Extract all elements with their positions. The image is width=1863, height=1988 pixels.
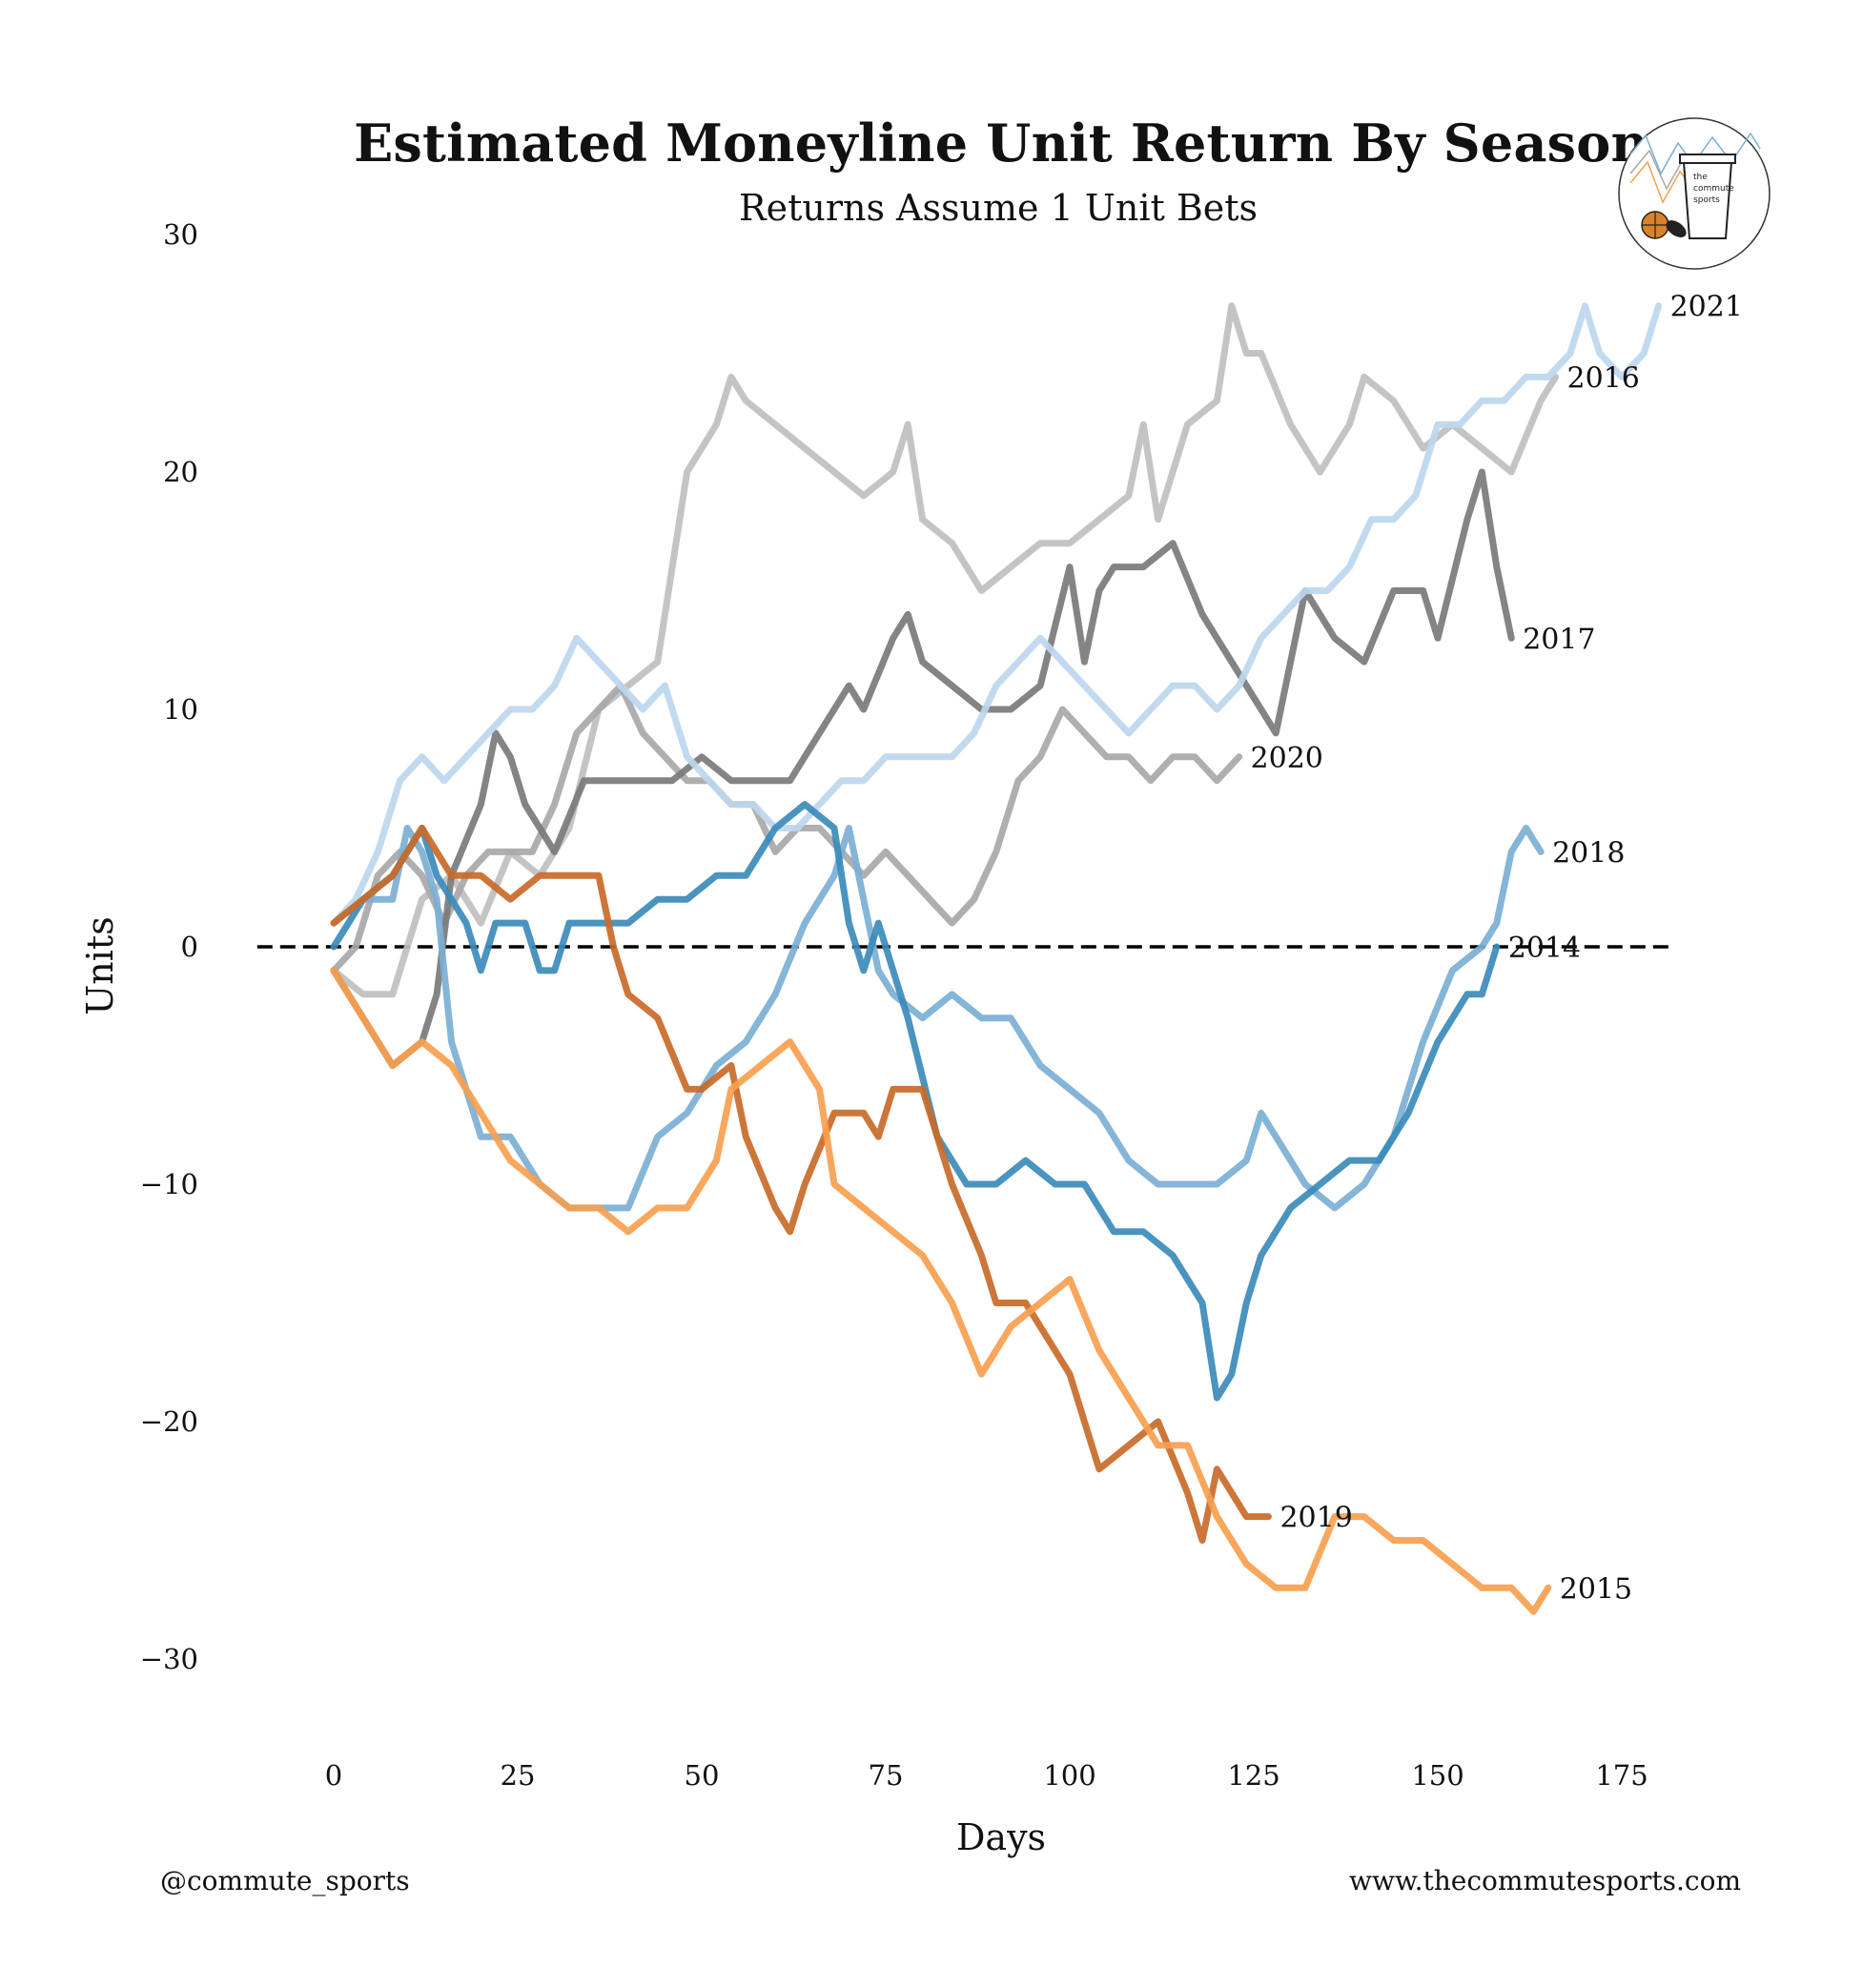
y-tick-label: −20 (140, 1405, 198, 1438)
series-layer (330, 302, 1663, 1615)
y-tick: 0 (181, 931, 198, 963)
y-tick-label: −30 (140, 1643, 198, 1675)
footer-website: www.thecommutesports.com (1349, 1865, 1741, 1896)
x-tick: 175 (1595, 1759, 1648, 1792)
y-tick: −30 (140, 1643, 198, 1675)
series-label-2015: 2015 (1560, 1572, 1632, 1606)
series-line-2021 (330, 302, 1663, 927)
x-axis: 0 25 50 75 100 125 150 175 (325, 1759, 1648, 1792)
series-line-2015 (330, 967, 1552, 1615)
y-tick: −20 (140, 1405, 198, 1438)
y-axis-label: Units (79, 916, 121, 1014)
x-tick: 75 (869, 1759, 904, 1792)
series-label-2021: 2021 (1670, 291, 1743, 324)
logo-football-icon (1666, 220, 1687, 237)
x-tick-label: 75 (869, 1759, 904, 1792)
logo-cup-lid (1679, 154, 1736, 164)
series-line-2017 (330, 468, 1515, 1069)
x-tick-label: 150 (1411, 1759, 1464, 1792)
x-tick-label: 50 (685, 1759, 720, 1792)
y-tick-label: 10 (163, 693, 198, 726)
y-axis: 30 20 10 0 −10 −20 −30 (140, 218, 198, 1675)
y-tick-label: 20 (163, 456, 198, 488)
footer-handle: @commute_sports (160, 1865, 410, 1896)
series-label-2017: 2017 (1523, 623, 1595, 656)
logo-basketball-seams (1642, 212, 1669, 238)
x-tick-label: 175 (1595, 1759, 1648, 1792)
x-tick: 50 (685, 1759, 720, 1792)
series-line-2018 (330, 825, 1545, 1212)
x-axis-label: Days (956, 1816, 1046, 1858)
x-tick: 25 (501, 1759, 536, 1792)
y-tick: 30 (163, 218, 198, 251)
x-tick: 100 (1043, 1759, 1095, 1792)
chart-title: Estimated Moneyline Unit Return By Seaso… (354, 113, 1648, 174)
logo-text-sports: sports (1693, 195, 1720, 205)
x-tick: 0 (325, 1759, 342, 1792)
y-tick-label: 0 (181, 931, 198, 963)
series-label-2016: 2016 (1567, 361, 1640, 395)
x-tick-label: 100 (1043, 1759, 1095, 1792)
y-tick-label: −10 (140, 1168, 198, 1200)
logo-text-the: the (1693, 173, 1708, 182)
coffee-cup-logo-icon: the commute sports (1618, 117, 1771, 270)
series-line-2019 (330, 825, 1272, 1544)
y-tick: 20 (163, 456, 198, 488)
series-label-2020: 2020 (1251, 742, 1323, 775)
chart-subtitle: Returns Assume 1 Unit Bets (738, 187, 1259, 229)
x-tick: 150 (1411, 1759, 1464, 1792)
logo-text-commute: commute (1693, 184, 1734, 194)
series-label-2018: 2018 (1552, 836, 1625, 870)
series-label-2014: 2014 (1508, 932, 1581, 965)
y-tick-label: 30 (163, 218, 198, 251)
series-label-2019: 2019 (1280, 1502, 1352, 1535)
series-line-2020 (330, 682, 1243, 974)
x-tick: 125 (1227, 1759, 1280, 1792)
x-tick-label: 25 (501, 1759, 536, 1792)
x-tick-label: 125 (1227, 1759, 1280, 1792)
y-tick: 10 (163, 693, 198, 726)
series-line-2014 (330, 801, 1501, 1402)
series-end-labels: 2016 2020 2017 2021 2018 2014 2019 2015 (1251, 291, 1743, 1607)
x-tick-label: 0 (325, 1759, 342, 1792)
y-tick: −10 (140, 1168, 198, 1200)
